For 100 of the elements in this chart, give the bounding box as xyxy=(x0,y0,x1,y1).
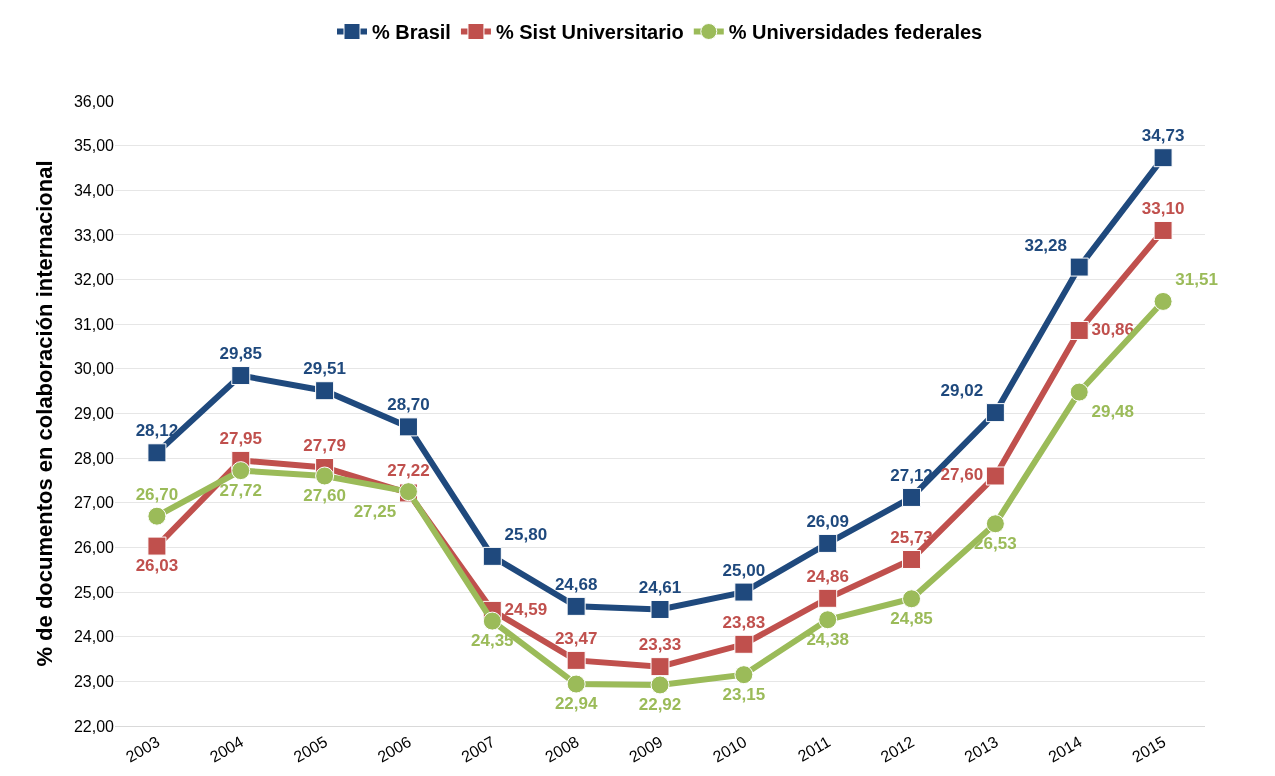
point xyxy=(985,403,1005,423)
point xyxy=(650,675,670,695)
point xyxy=(315,466,335,486)
data-label: 24,38 xyxy=(806,629,849,649)
point xyxy=(818,588,838,608)
point xyxy=(985,514,1005,534)
point xyxy=(1153,220,1173,240)
data-label: 27,79 xyxy=(303,436,346,456)
data-label: 24,35 xyxy=(471,631,514,651)
x-tick-label: 2003 xyxy=(123,732,163,766)
y-tick-label: 32,00 xyxy=(73,271,115,289)
point xyxy=(650,599,670,619)
data-label: 24,59 xyxy=(504,599,548,619)
data-label: 26,09 xyxy=(806,511,849,531)
x-tick-label: 2008 xyxy=(542,732,582,766)
y-tick-label: 25,00 xyxy=(73,583,115,601)
data-label: 24,85 xyxy=(890,608,933,628)
data-label: 27,60 xyxy=(303,486,346,505)
point xyxy=(315,381,335,401)
data-label: 29,02 xyxy=(940,381,984,401)
point xyxy=(734,634,754,654)
legend-label: % Universidades federales xyxy=(728,21,983,44)
point xyxy=(902,549,922,569)
point xyxy=(734,665,754,685)
point xyxy=(398,417,418,437)
point xyxy=(1069,320,1089,340)
x-tick-label: 2006 xyxy=(374,732,415,766)
x-tick-label: 2009 xyxy=(626,732,666,766)
point xyxy=(1153,148,1173,168)
y-tick-label: 22,00 xyxy=(73,717,115,735)
data-label: 23,47 xyxy=(554,628,598,648)
y-tick-label: 23,00 xyxy=(73,672,115,690)
y-tick-label: 24,00 xyxy=(73,628,115,646)
data-label: 23,33 xyxy=(638,635,682,655)
data-label: 29,51 xyxy=(303,359,346,379)
data-label: 27,72 xyxy=(219,480,263,500)
data-label: 24,86 xyxy=(806,566,849,586)
x-tick-label: 2011 xyxy=(794,732,834,765)
x-tick-label: 2004 xyxy=(206,732,247,766)
point xyxy=(147,506,167,526)
y-tick-label: 29,00 xyxy=(73,405,115,423)
x-tick-label: 2007 xyxy=(458,732,498,766)
point xyxy=(231,461,251,481)
y-tick-label: 33,00 xyxy=(73,226,115,244)
y-tick-label: 26,00 xyxy=(73,539,115,557)
point xyxy=(985,466,1005,486)
data-label: 22,94 xyxy=(554,694,598,714)
point xyxy=(482,611,502,631)
point xyxy=(482,546,502,566)
y-tick-label: 31,00 xyxy=(73,315,115,333)
y-tick-label: 36,00 xyxy=(73,92,115,110)
x-tick-label: 2013 xyxy=(961,732,1001,766)
point xyxy=(147,536,167,556)
point xyxy=(566,674,586,694)
x-tick-label: 2010 xyxy=(710,732,750,766)
data-label: 24,61 xyxy=(638,577,682,597)
point xyxy=(566,650,586,670)
y-axis-title: % de documentos en colaboración internacional xyxy=(31,160,57,667)
x-tick-label: 2015 xyxy=(1129,732,1169,766)
point xyxy=(231,366,251,386)
point xyxy=(1069,257,1089,277)
data-label: 31,51 xyxy=(1175,269,1218,289)
point xyxy=(650,657,670,677)
data-label: 25,00 xyxy=(722,560,766,580)
y-tick-label: 28,00 xyxy=(73,449,115,467)
data-label: 22,92 xyxy=(638,694,682,714)
point xyxy=(902,487,922,507)
data-label: 27,22 xyxy=(387,461,430,481)
data-label: 24,68 xyxy=(554,574,598,594)
data-label: 25,80 xyxy=(504,524,548,544)
point xyxy=(902,589,922,609)
point xyxy=(1153,291,1173,311)
y-tick-label: 35,00 xyxy=(73,137,115,155)
point xyxy=(147,443,167,463)
point xyxy=(734,582,754,602)
legend-label: % Sist Universitario xyxy=(495,21,684,44)
data-label: 26,70 xyxy=(135,484,179,504)
data-label: 30,86 xyxy=(1091,319,1135,339)
y-tick-label: 27,00 xyxy=(73,494,115,512)
data-label: 26,03 xyxy=(135,556,179,576)
data-label: 33,10 xyxy=(1141,198,1185,218)
data-label: 27,60 xyxy=(940,465,984,485)
point xyxy=(818,610,838,630)
y-tick-label: 34,00 xyxy=(73,181,115,199)
data-label: 27,95 xyxy=(219,428,263,448)
data-label: 29,48 xyxy=(1091,402,1135,422)
point xyxy=(1069,382,1089,402)
data-label: 32,28 xyxy=(1024,235,1067,255)
x-tick-label: 2014 xyxy=(1045,732,1085,766)
legend-label: % Brasil xyxy=(372,21,451,44)
point xyxy=(818,533,838,553)
data-label: 28,70 xyxy=(387,395,430,415)
data-label: 23,83 xyxy=(722,612,766,632)
data-label: 29,85 xyxy=(219,344,263,364)
x-tick-label: 2012 xyxy=(877,732,918,766)
x-tick-label: 2005 xyxy=(290,732,331,766)
data-label: 34,73 xyxy=(1141,126,1185,146)
data-label: 23,15 xyxy=(722,684,766,704)
y-tick-label: 30,00 xyxy=(73,360,115,378)
data-label: 27,25 xyxy=(353,501,397,521)
